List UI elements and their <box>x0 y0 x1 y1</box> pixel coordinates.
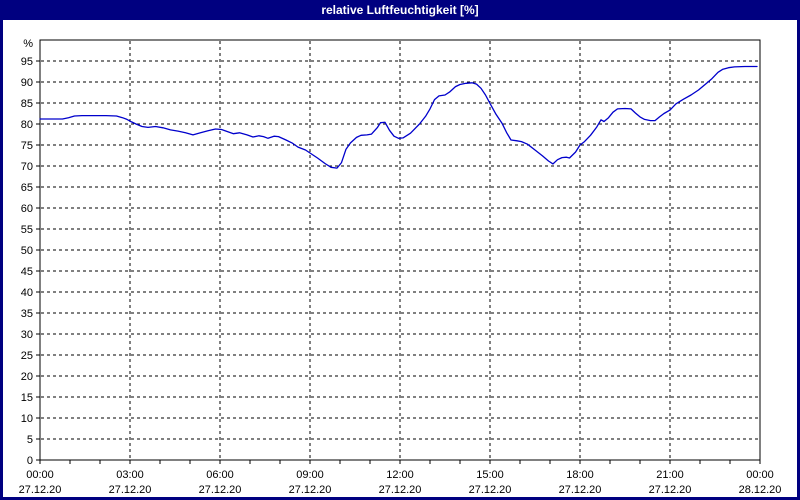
window-title: relative Luftfeuchtigkeit [%] <box>321 3 479 17</box>
y-tick-label: 40 <box>21 287 33 299</box>
x-tick-time-label: 21:00 <box>656 469 684 481</box>
y-tick-label: 50 <box>21 245 33 257</box>
x-tick-date-label: 28.12.20 <box>739 484 782 496</box>
title-bar: relative Luftfeuchtigkeit [%] <box>0 0 800 20</box>
y-tick-label: 70 <box>21 161 33 173</box>
y-tick-label: 80 <box>21 119 33 131</box>
y-tick-label: 95 <box>21 56 33 68</box>
x-tick-date-label: 27.12.20 <box>289 484 332 496</box>
y-tick-label: 65 <box>21 182 33 194</box>
y-axis-unit-label: % <box>23 38 33 50</box>
x-tick-date-label: 27.12.20 <box>559 484 602 496</box>
x-tick-time-label: 06:00 <box>206 469 234 481</box>
y-tick-label: 0 <box>27 455 33 467</box>
x-tick-date-label: 27.12.20 <box>19 484 62 496</box>
y-tick-label: 5 <box>27 434 33 446</box>
x-tick-time-label: 03:00 <box>116 469 144 481</box>
y-tick-label: 75 <box>21 140 33 152</box>
y-tick-label: 90 <box>21 77 33 89</box>
x-tick-date-label: 27.12.20 <box>109 484 152 496</box>
x-tick-date-label: 27.12.20 <box>469 484 512 496</box>
y-tick-label: 15 <box>21 392 33 404</box>
y-tick-label: 20 <box>21 371 33 383</box>
humidity-line <box>39 65 758 169</box>
x-tick-time-label: 12:00 <box>386 469 414 481</box>
y-tick-label: 55 <box>21 224 33 236</box>
x-tick-date-label: 27.12.20 <box>649 484 692 496</box>
y-tick-label: 25 <box>21 350 33 362</box>
y-tick-label: 85 <box>21 98 33 110</box>
x-tick-time-label: 00:00 <box>26 469 54 481</box>
y-tick-label: 45 <box>21 266 33 278</box>
y-tick-label: 10 <box>21 413 33 425</box>
y-tick-label: 60 <box>21 203 33 215</box>
x-tick-time-label: 18:00 <box>566 469 594 481</box>
x-tick-time-label: 09:00 <box>296 469 324 481</box>
x-tick-date-label: 27.12.20 <box>199 484 242 496</box>
x-tick-date-label: 27.12.20 <box>379 484 422 496</box>
x-tick-time-label: 00:00 <box>746 469 774 481</box>
y-tick-label: 30 <box>21 329 33 341</box>
chart-area: 0 5 10 15 20 25 30 35 40 45 50 55 60 65 70 75 80 85 90 95% 0… <box>3 20 797 497</box>
x-tick-time-label: 15:00 <box>476 469 504 481</box>
y-tick-label: 35 <box>21 308 33 320</box>
humidity-chart: 0 5 10 15 20 25 30 35 40 45 50 55 60 65 70 75 80 85 90 95% 0… <box>19 38 782 496</box>
